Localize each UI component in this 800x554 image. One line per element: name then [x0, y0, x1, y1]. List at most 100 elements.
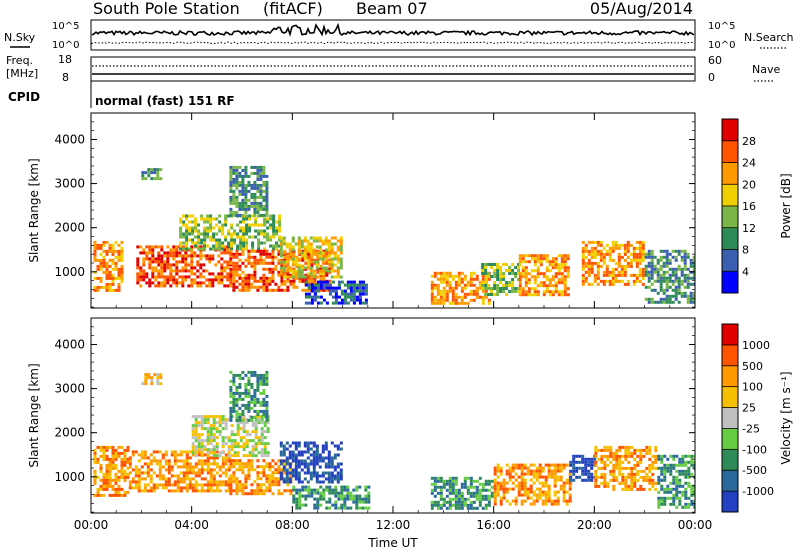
echo-cell — [662, 297, 666, 301]
echo-cell — [529, 502, 533, 506]
echo-cell — [618, 460, 622, 464]
echo-cell — [615, 454, 619, 458]
echo-cell — [209, 247, 213, 251]
echo-cell — [651, 481, 655, 485]
echo-cell — [614, 273, 618, 277]
echo-cell — [668, 285, 672, 289]
echo-cell — [533, 293, 537, 297]
echo-cell — [669, 454, 673, 458]
echo-cell — [245, 238, 249, 242]
echo-cell — [197, 421, 201, 425]
echo-cell — [150, 382, 154, 386]
echo-cell — [321, 474, 325, 478]
echo-cell — [530, 287, 534, 291]
echo-cell — [143, 489, 147, 493]
echo-cell — [280, 468, 284, 472]
echo-cell — [244, 192, 248, 196]
echo-cell — [268, 486, 272, 490]
echo-cell — [179, 226, 183, 230]
echo-cell — [253, 388, 257, 392]
echo-cell — [542, 257, 546, 261]
echo-cell — [648, 448, 652, 452]
colorbar-segment — [722, 428, 738, 450]
echo-cell — [671, 282, 675, 286]
echo-cell — [241, 492, 245, 496]
echo-cell — [621, 478, 625, 482]
echo-cell — [136, 275, 140, 279]
echo-cell — [475, 494, 479, 498]
echo-region — [191, 415, 270, 458]
echo-cell — [176, 483, 180, 487]
echo-cell — [256, 465, 260, 469]
echo-cell — [256, 397, 260, 401]
echo-cell — [238, 406, 242, 410]
echo-cell — [200, 442, 204, 446]
echo-cell — [292, 252, 296, 256]
echo-cell — [535, 493, 539, 497]
echo-cell — [233, 232, 237, 236]
echo-cell — [683, 267, 687, 271]
echo-cell — [291, 236, 295, 240]
echo-cell — [605, 249, 609, 253]
echo-cell — [638, 246, 642, 250]
echo-cell — [242, 238, 246, 242]
echo-cell — [620, 264, 624, 268]
echo-cell — [191, 232, 195, 236]
echo-cell — [271, 492, 275, 496]
echo-cell — [469, 479, 473, 483]
echo-cell — [257, 223, 261, 227]
echo-cell — [535, 487, 539, 491]
echo-cell — [137, 486, 141, 490]
echo-cell — [244, 474, 248, 478]
echo-cell — [126, 490, 130, 494]
echo-cell — [312, 269, 316, 273]
echo-cell — [656, 291, 660, 295]
echo-cell — [306, 272, 310, 276]
echo-cell — [620, 267, 624, 271]
echo-cell — [626, 255, 630, 259]
echo-cell — [260, 451, 264, 455]
echo-cell — [659, 249, 663, 253]
echo-cell — [304, 301, 308, 305]
echo-cell — [665, 264, 669, 268]
echo-cell — [123, 493, 127, 497]
echo-cell — [251, 424, 255, 428]
echo-cell — [328, 488, 332, 492]
echo-cell — [521, 269, 525, 273]
echo-cell — [653, 264, 657, 268]
echo-cell — [541, 481, 545, 485]
echo-cell — [309, 462, 313, 466]
echo-cell — [548, 293, 552, 297]
echo-cell — [544, 484, 548, 488]
echo-cell — [236, 445, 240, 449]
echo-cell — [303, 441, 307, 445]
echo-cell — [156, 376, 160, 380]
echo-cell — [282, 263, 286, 267]
echo-cell — [256, 207, 260, 211]
echo-cell — [215, 421, 219, 425]
echo-cell — [605, 252, 609, 256]
echo-cell — [328, 267, 332, 271]
echo-cell — [499, 466, 503, 470]
echo-cell — [232, 474, 236, 478]
echo-cell — [259, 207, 263, 211]
echo-cell — [200, 247, 204, 251]
echo-cell — [319, 491, 323, 495]
echo-cell — [523, 481, 527, 485]
echo-cell — [535, 496, 539, 500]
echo-cell — [336, 269, 340, 273]
echo-cell — [188, 462, 192, 466]
echo-cell — [556, 499, 560, 503]
echo-cell — [472, 506, 476, 510]
echo-cell — [154, 284, 158, 288]
echo-cell — [325, 255, 329, 259]
echo-cell — [294, 444, 298, 448]
echo-cell — [518, 275, 522, 279]
echo-cell — [593, 261, 597, 265]
echo-cell — [262, 261, 266, 265]
echo-cell — [256, 400, 260, 404]
echo-cell — [433, 286, 437, 290]
echo-cell — [632, 255, 636, 259]
echo-cell — [496, 290, 500, 293]
